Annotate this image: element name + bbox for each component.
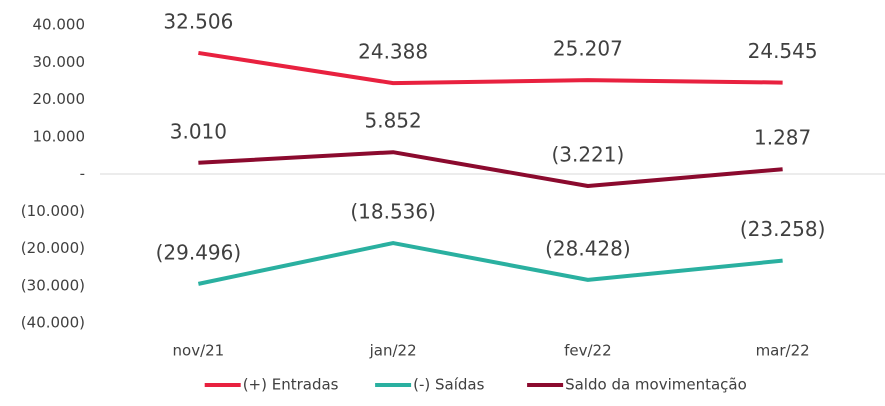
- data-label: (3.221): [551, 142, 624, 166]
- series-line: [198, 50, 783, 86]
- x-tick-label: mar/22: [756, 342, 810, 360]
- legend-label: (+) Entradas: [243, 376, 339, 394]
- series-line: [198, 150, 783, 188]
- x-tick-label: nov/21: [173, 342, 225, 360]
- y-tick-label: 20.000: [33, 90, 86, 108]
- legend-label: (-) Saídas: [413, 376, 484, 394]
- data-label: (29.496): [156, 240, 242, 264]
- legend-label: Saldo da movimentação: [565, 376, 747, 394]
- y-tick-label: (40.000): [21, 314, 85, 332]
- data-label: 5.852: [364, 109, 421, 133]
- y-tick-label: (30.000): [21, 276, 85, 294]
- y-tick-label: -: [80, 165, 85, 183]
- y-tick-label: 30.000: [33, 53, 86, 71]
- y-tick-label: (10.000): [21, 202, 85, 220]
- data-label: 3.010: [170, 119, 227, 143]
- x-tick-label: jan/22: [369, 342, 417, 360]
- data-label: (18.536): [350, 200, 436, 224]
- data-label: (23.258): [740, 217, 826, 241]
- data-label: (28.428): [545, 236, 631, 260]
- data-label: 24.388: [358, 40, 428, 64]
- y-tick-label: 10.000: [33, 127, 86, 145]
- x-tick-label: fev/22: [564, 342, 612, 360]
- data-label: 25.207: [553, 37, 623, 61]
- data-label: 1.287: [754, 126, 811, 150]
- data-label: 24.545: [748, 39, 818, 63]
- series-line: [197, 241, 783, 286]
- data-label: 32.506: [163, 9, 233, 33]
- y-tick-label: 40.000: [33, 16, 86, 34]
- y-tick-label: (20.000): [21, 239, 85, 257]
